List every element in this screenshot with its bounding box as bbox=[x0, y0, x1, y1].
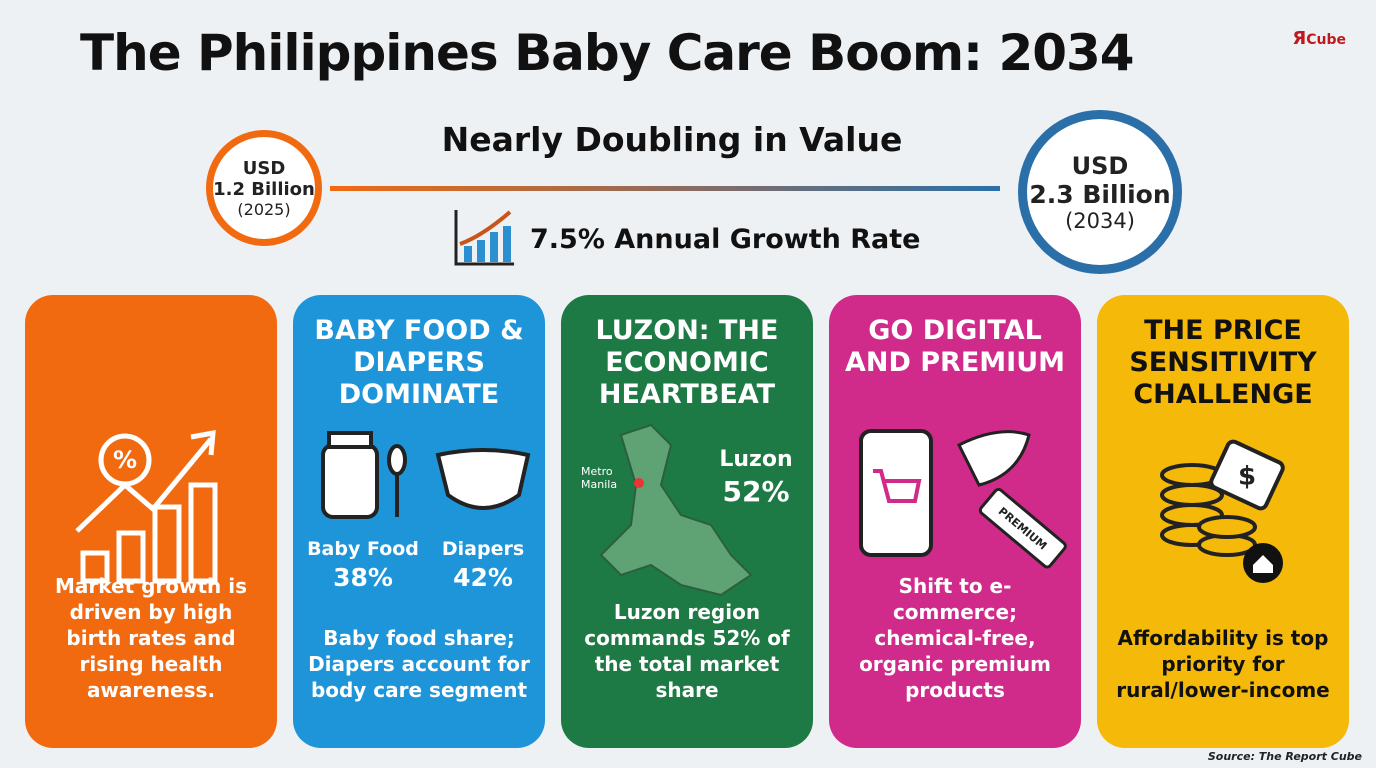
card-title: THE PRICE SENSITIVITY CHALLENGE bbox=[1129, 315, 1317, 410]
icon-symbol: $ bbox=[1238, 462, 1256, 492]
source: Source: The Report Cube bbox=[1207, 750, 1362, 763]
card-title: LUZON: THE ECONOMIC HEARTBEAT bbox=[595, 315, 779, 410]
subtitle: Nearly Doubling in Value bbox=[441, 120, 903, 159]
chart-icon: % bbox=[75, 429, 218, 584]
region-value: 52% bbox=[722, 475, 790, 508]
card-text: Shift to e-commerce; chemical-free, orga… bbox=[859, 574, 1051, 702]
card: % Market growth is driven by high birth … bbox=[25, 295, 277, 748]
city-label: Metro Manila bbox=[581, 465, 618, 491]
card: BABY FOOD & DIAPERS DOMINATE Baby Food 3… bbox=[293, 295, 545, 748]
logo: ЯCube bbox=[1292, 28, 1346, 49]
end-year: (2034) bbox=[1065, 208, 1135, 233]
end-currency: USD bbox=[1071, 151, 1129, 180]
item-value: 38% bbox=[333, 563, 393, 592]
start-year: (2025) bbox=[237, 199, 291, 219]
start-currency: USD bbox=[242, 157, 286, 179]
start-amount: 1.2 Billion bbox=[213, 178, 315, 200]
map bbox=[599, 423, 753, 597]
card-title: GO DIGITAL AND PREMIUM bbox=[844, 315, 1066, 378]
start-circle: USD 1.2 Billion (2025) bbox=[206, 130, 322, 246]
end-amount: 2.3 Billion bbox=[1029, 179, 1171, 209]
item-label: Baby Food bbox=[307, 538, 419, 560]
item-value: 42% bbox=[453, 563, 513, 592]
icon-symbol: % bbox=[113, 446, 137, 474]
card-text: Market growth is driven by high birth ra… bbox=[54, 574, 248, 702]
price-icons: $ bbox=[1160, 439, 1285, 583]
food-icons bbox=[321, 431, 531, 519]
growth-icon bbox=[454, 210, 514, 266]
logo-text: Cube bbox=[1306, 32, 1346, 48]
title: The Philippines Baby Care Boom: 2034 bbox=[80, 24, 1135, 82]
growth-rate: 7.5% Annual Growth Rate bbox=[530, 224, 921, 255]
card-text: Affordability is top priority for rural/… bbox=[1116, 626, 1330, 702]
logo-mark: Я bbox=[1292, 28, 1307, 49]
digital-icons: PREMIUM bbox=[859, 429, 1067, 569]
card: PREMIUM GO DIGITAL AND PREMIUM Shift to … bbox=[829, 295, 1081, 748]
card-title: BABY FOOD & DIAPERS DOMINATE bbox=[314, 315, 524, 410]
region-label: Luzon bbox=[719, 447, 793, 472]
item-label: Diapers bbox=[441, 538, 525, 560]
card-text: Luzon region commands 52% of the total m… bbox=[584, 600, 790, 702]
card: LUZON: THE ECONOMIC HEARTBEAT Metro Mani… bbox=[561, 295, 813, 748]
card-text: Baby food share; Diapers account for bod… bbox=[308, 626, 530, 702]
end-circle: USD 2.3 Billion (2034) bbox=[1018, 110, 1182, 274]
growth-line bbox=[330, 186, 1000, 191]
card: $ THE PRICE SENSITIVITY CHALLENGE Afford… bbox=[1097, 295, 1349, 748]
